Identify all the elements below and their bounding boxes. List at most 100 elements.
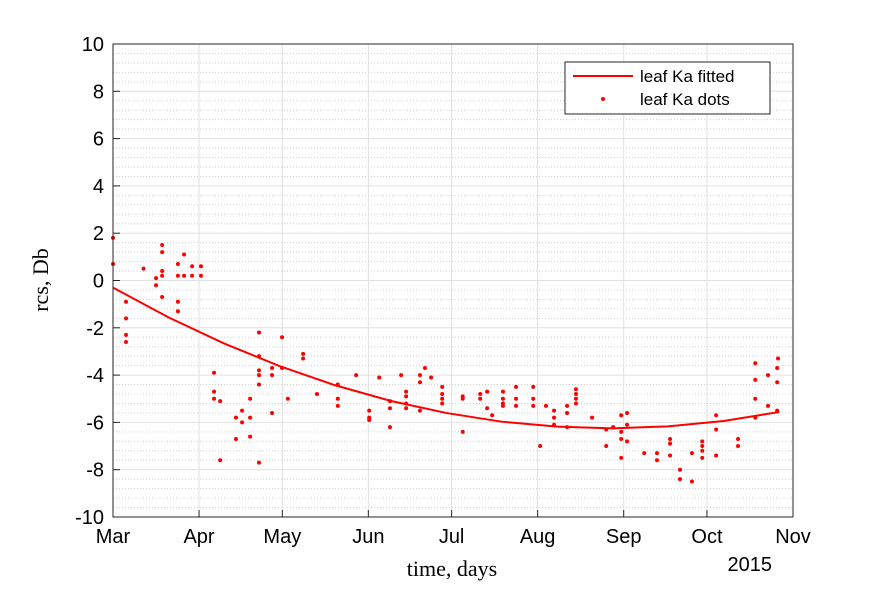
dot: [270, 366, 275, 371]
dot: [354, 373, 359, 378]
dot: [625, 410, 630, 415]
dot: [552, 422, 557, 427]
dot: [619, 455, 624, 460]
dot: [404, 406, 409, 411]
dot: [604, 444, 609, 449]
dot: [154, 283, 159, 288]
dot: [124, 332, 129, 337]
dot: [573, 392, 578, 397]
y-tick-label: -6: [86, 412, 104, 434]
dot: [776, 356, 781, 361]
dot: [565, 425, 570, 430]
dot: [124, 316, 129, 321]
dot: [775, 408, 780, 413]
dot: [399, 373, 404, 378]
dot: [619, 413, 624, 418]
dot: [604, 427, 609, 432]
dot: [141, 266, 146, 271]
dot: [500, 389, 505, 394]
dot: [335, 403, 340, 408]
dot: [460, 429, 465, 434]
dot: [531, 396, 536, 401]
dot: [182, 252, 187, 257]
y-tick-label: 8: [93, 81, 104, 103]
dot: [404, 394, 409, 399]
dot: [625, 422, 630, 427]
dot: [689, 479, 694, 484]
dot: [736, 444, 741, 449]
dot: [440, 384, 445, 389]
dot: [478, 396, 483, 401]
fitted-line: [112, 286, 780, 430]
dot: [404, 401, 409, 406]
dot: [233, 415, 238, 420]
dot: [335, 382, 340, 387]
dot: [417, 380, 422, 385]
dot: [218, 399, 223, 404]
dot: [256, 330, 261, 335]
dot: [700, 448, 705, 453]
dot: [531, 384, 536, 389]
dot: [668, 436, 673, 441]
dot: [642, 451, 647, 456]
dot: [440, 401, 445, 406]
marks: [111, 235, 781, 484]
dot: [256, 382, 261, 387]
dot: [212, 389, 217, 394]
dot: [552, 415, 557, 420]
dot: [154, 276, 159, 281]
dot: [387, 406, 392, 411]
dot: [417, 373, 422, 378]
dot: [514, 403, 519, 408]
dot: [753, 415, 758, 420]
dot: [668, 453, 673, 458]
dot: [160, 269, 165, 274]
dot: [248, 396, 253, 401]
dot: [668, 441, 673, 446]
legend-label: leaf Ka dots: [640, 90, 730, 109]
x-axis-label: time, days: [407, 556, 497, 581]
dot: [212, 370, 217, 375]
dot: [404, 389, 409, 394]
dot: [619, 436, 624, 441]
dot: [367, 408, 372, 413]
dot: [775, 366, 780, 371]
dot: [387, 425, 392, 430]
y-tick-label: -8: [86, 460, 104, 482]
dot: [256, 373, 261, 378]
dot: [198, 264, 203, 269]
dot: [655, 451, 659, 456]
x-tick-label: Sep: [606, 526, 642, 548]
x-tick-label: Jun: [352, 526, 384, 548]
dot: [377, 375, 382, 380]
dot: [440, 396, 445, 401]
dot: [440, 392, 445, 397]
dot: [175, 309, 180, 314]
y-tick-label: -10: [75, 507, 104, 529]
dot: [175, 299, 180, 304]
dot: [285, 396, 290, 401]
dot: [175, 261, 180, 266]
y-tick-label: 0: [93, 271, 104, 293]
dot: [422, 366, 427, 371]
dot: [280, 335, 285, 340]
dot: [124, 299, 129, 304]
dot: [387, 399, 392, 404]
dot: [514, 396, 519, 401]
y-tick-label: 6: [93, 129, 104, 151]
dot: [417, 408, 422, 413]
dot: [753, 377, 758, 382]
dot: [714, 413, 719, 418]
dot: [543, 403, 548, 408]
dot: [182, 273, 187, 278]
y-tick-label: 2: [93, 223, 104, 245]
grid: [112, 43, 794, 518]
dot: [655, 458, 659, 463]
y-axis-label: rcs, Db: [28, 248, 53, 312]
dot: [775, 380, 780, 385]
y-tick-label: -4: [86, 365, 104, 387]
dot: [538, 444, 543, 449]
x-tick-label: Mar: [96, 526, 131, 548]
dot: [175, 273, 180, 278]
